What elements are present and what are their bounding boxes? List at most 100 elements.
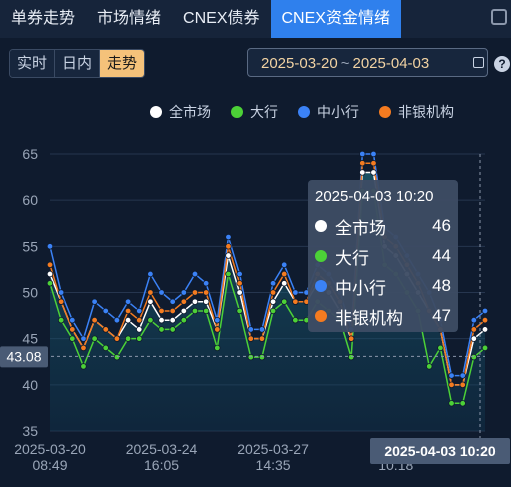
data-point (370, 150, 377, 158)
data-point (136, 326, 143, 333)
mode-trend-button[interactable]: 走势 (100, 50, 145, 77)
data-point (147, 317, 154, 324)
data-point (57, 317, 65, 324)
y-tick-label: 60 (22, 192, 38, 208)
data-point (269, 307, 277, 315)
y-tick-label: 35 (22, 423, 38, 439)
data-point (191, 270, 199, 278)
legend-item-nonbank[interactable]: 非银机构 (379, 102, 454, 122)
data-point (258, 335, 266, 342)
data-point (169, 317, 176, 324)
data-point (459, 400, 466, 407)
data-point (236, 280, 243, 287)
data-point (158, 326, 165, 333)
y-tick-label: 55 (22, 238, 38, 254)
expand-icon[interactable] (491, 9, 507, 25)
data-point (359, 150, 366, 158)
data-point (481, 317, 489, 324)
tooltip-row-small: 中小行 48 (315, 271, 451, 301)
data-point (46, 270, 54, 278)
date-range-picker[interactable]: 2025-03-20 ~2025-04-03 (247, 48, 488, 77)
data-point (470, 317, 478, 324)
crosshair-x-label: 2025-04-03 10:20 (384, 443, 496, 459)
legend-label-nonbank: 非银机构 (398, 104, 454, 120)
data-point (292, 289, 299, 296)
data-point (247, 326, 254, 333)
data-point (158, 317, 165, 324)
data-point (136, 317, 143, 324)
data-point (80, 335, 87, 342)
data-point (247, 353, 254, 361)
data-point (113, 317, 121, 324)
tab-cnex-fund-sentiment[interactable]: CNEX资金情绪 (270, 0, 401, 38)
data-point (169, 298, 176, 305)
data-point (202, 307, 210, 315)
tooltip-value-nonbank: 47 (432, 306, 451, 325)
data-point (481, 344, 489, 352)
data-point (281, 270, 288, 278)
tooltip-value-big: 44 (432, 246, 451, 265)
tooltip-dot-all (315, 220, 327, 232)
tab-cnex-bond[interactable]: CNEX债券 (183, 10, 260, 27)
data-point (225, 243, 232, 250)
data-point (269, 298, 277, 305)
tooltip-dot-small (315, 280, 327, 292)
data-point (281, 298, 288, 305)
data-point (370, 160, 377, 167)
data-point (236, 289, 243, 296)
date-end: 2025-04-03 (352, 55, 430, 72)
data-point (158, 307, 165, 315)
legend-item-all[interactable]: 全市场 (150, 102, 211, 122)
x-tick-label: 16:05 (144, 457, 179, 473)
data-point (247, 335, 254, 342)
tooltip-name-nonbank: 非银机构 (335, 308, 403, 328)
data-point (80, 344, 87, 352)
data-point (158, 289, 165, 296)
legend-item-small[interactable]: 中小行 (298, 102, 359, 122)
chart-tooltip: 2025-04-03 10:20 全市场 46 大行 44 中小行 48 非银机构 47 (308, 180, 458, 332)
data-point (269, 280, 277, 287)
y-tick-label: 40 (22, 377, 38, 393)
help-icon[interactable]: ? (494, 56, 510, 72)
data-point (124, 317, 132, 324)
mode-realtime-button[interactable]: 实时 (10, 50, 56, 77)
data-point (46, 280, 54, 287)
crosshair-y-label: 43.08 (6, 348, 41, 364)
legend-dot-big (231, 106, 243, 118)
x-tick-label: 08:49 (32, 457, 67, 473)
data-point (347, 353, 355, 361)
legend-dot-small (298, 106, 310, 118)
data-point (124, 307, 132, 315)
data-point (202, 289, 210, 296)
date-start: 2025-03-20 (261, 55, 338, 72)
tooltip-row-all: 全市场 46 (315, 211, 451, 241)
data-point (80, 363, 87, 370)
data-point (136, 307, 143, 315)
legend-item-big[interactable]: 大行 (231, 102, 278, 122)
data-point (57, 289, 65, 296)
data-point (102, 307, 109, 315)
data-point (258, 353, 266, 361)
data-point (180, 298, 188, 305)
data-point (113, 335, 121, 342)
tab-market-sentiment[interactable]: 市场情绪 (97, 10, 162, 27)
tooltip-name-all: 全市场 (335, 218, 386, 238)
mode-intraday-button[interactable]: 日内 (55, 50, 101, 77)
data-point (69, 326, 76, 333)
mode-selector: 实时 日内 走势 (9, 49, 146, 78)
data-point (359, 160, 366, 167)
data-point (69, 335, 76, 342)
data-point (180, 307, 188, 315)
data-point (214, 344, 221, 352)
crosshair-y-label-box (0, 346, 48, 368)
data-point (147, 289, 154, 296)
data-point (258, 326, 266, 333)
tooltip-dot-big (315, 250, 327, 262)
data-point (124, 335, 132, 342)
data-point (169, 307, 176, 315)
data-point (426, 363, 433, 370)
tab-single-bond[interactable]: 单券走势 (11, 10, 76, 27)
data-point (180, 317, 188, 324)
data-point (91, 298, 98, 305)
data-point (225, 252, 232, 259)
